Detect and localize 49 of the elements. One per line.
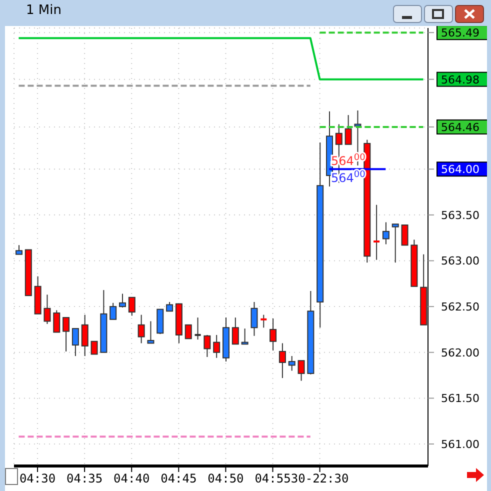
x-tick-label: 04:40 bbox=[114, 472, 150, 486]
candlestick bbox=[374, 204, 380, 260]
candlestick bbox=[250, 301, 258, 336]
candlestick bbox=[392, 224, 399, 264]
y-tick-label: 561.00 bbox=[441, 438, 480, 452]
y-tick-label: 562.50 bbox=[441, 300, 480, 314]
candlestick bbox=[298, 360, 305, 382]
candlestick bbox=[213, 334, 220, 358]
x-tick-label: 04:55 bbox=[254, 472, 291, 486]
x-tick-label: 04:30 bbox=[19, 472, 56, 486]
candlestick bbox=[401, 224, 408, 246]
candlestick bbox=[119, 293, 126, 308]
candlestick bbox=[382, 222, 390, 245]
candlestick bbox=[147, 320, 154, 344]
x-tick-label: 04:35 bbox=[66, 472, 103, 486]
candlestick bbox=[232, 317, 239, 345]
candlestick bbox=[62, 317, 70, 352]
candlestick bbox=[194, 317, 201, 340]
candlestick bbox=[204, 334, 211, 358]
y-tick-label: 562.00 bbox=[441, 346, 480, 360]
candlestick bbox=[110, 302, 117, 320]
candlestick bbox=[278, 342, 286, 379]
candlestick bbox=[128, 296, 136, 316]
y-tick-label: 564.00 bbox=[441, 163, 480, 176]
candlestick bbox=[90, 340, 98, 355]
chart-title: 1 Min bbox=[26, 3, 62, 18]
candlestick bbox=[16, 244, 22, 255]
candlestick bbox=[344, 114, 352, 145]
y-tick-label: 561.50 bbox=[441, 392, 480, 406]
y-tick-label: 565.49 bbox=[441, 26, 480, 40]
candlestick bbox=[184, 324, 192, 340]
candlestick bbox=[44, 294, 51, 324]
x-tick-label: 04:45 bbox=[160, 472, 197, 486]
candlestick bbox=[241, 328, 248, 345]
candlestick bbox=[156, 308, 164, 335]
y-tick-label: 563.00 bbox=[441, 254, 480, 268]
candlestick bbox=[260, 314, 267, 328]
candlestick bbox=[81, 314, 88, 357]
candlestick bbox=[53, 310, 60, 333]
candlestick bbox=[166, 301, 174, 312]
candlestick bbox=[270, 318, 277, 352]
x-tick-label: 30-22:30 bbox=[290, 472, 349, 486]
x-tick-label: 04:50 bbox=[208, 472, 244, 486]
candlestick bbox=[138, 314, 145, 344]
y-tick-label: 564.46 bbox=[441, 120, 480, 134]
y-tick-label: 563.50 bbox=[441, 208, 480, 222]
candlestick bbox=[72, 328, 79, 357]
y-tick-label: 564.98 bbox=[441, 73, 480, 86]
candlestick bbox=[288, 356, 296, 372]
